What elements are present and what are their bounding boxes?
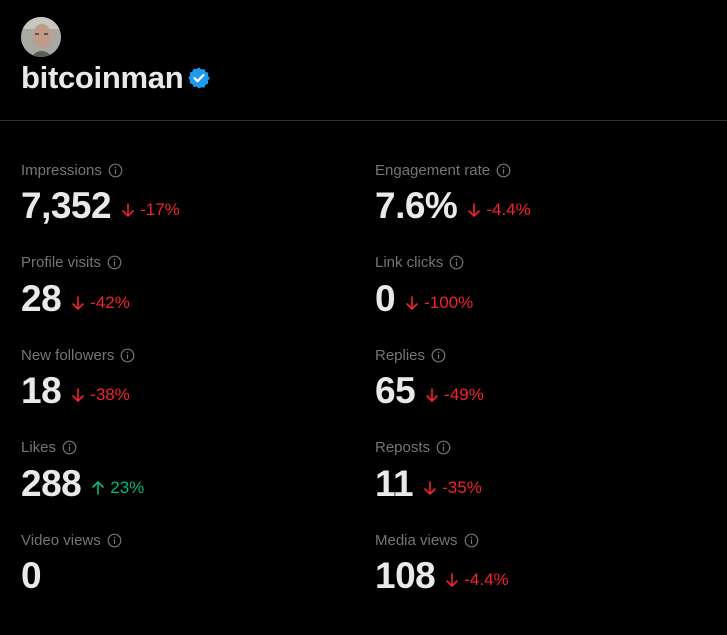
metric-label: Engagement rate <box>375 161 491 179</box>
metric-link-clicks: Link clicks 0 -100% <box>375 253 705 346</box>
metric-value: 7,352 <box>21 185 112 226</box>
arrow-down-icon <box>71 387 85 403</box>
metric-value-row: 0 -100% <box>375 278 705 320</box>
arrow-up-icon <box>91 480 105 496</box>
metric-value-row: 288 23% <box>21 463 351 505</box>
arrow-down-icon <box>467 202 481 218</box>
footer-cutoff-text <box>21 618 25 635</box>
metric-label: New followers <box>21 346 115 364</box>
info-icon[interactable] <box>464 533 479 548</box>
metric-value: 11 <box>375 462 414 504</box>
metric-label-row: Profile visits <box>21 253 351 273</box>
metric-label: Link clicks <box>375 254 444 271</box>
metric-media-views: Media views 108 -4.4% <box>375 530 705 623</box>
metrics-column-left: Impressions 7,352 -17% Profile visits 28 -42%… <box>21 160 351 623</box>
metric-change-value: -4.4% <box>486 200 531 219</box>
metric-change: 23% <box>91 478 144 498</box>
arrow-down-icon <box>71 295 85 311</box>
metric-value-row: 65 -49% <box>375 370 705 412</box>
metric-change-value: -42% <box>90 292 130 312</box>
metric-change: -100% <box>405 293 473 313</box>
info-icon[interactable] <box>449 255 464 270</box>
arrow-down-icon <box>445 572 459 588</box>
metric-change-value: -35% <box>442 477 482 497</box>
metric-change-value: -4.4% <box>464 570 509 589</box>
metric-value: 108 <box>375 555 436 596</box>
metric-label: Likes <box>21 439 57 456</box>
metric-value: 288 <box>21 462 82 504</box>
metric-change-value: -17% <box>140 200 180 219</box>
profile-header: bitcoinman <box>0 0 727 121</box>
metric-label: Reposts <box>375 439 431 456</box>
info-icon[interactable] <box>436 440 451 455</box>
arrow-down-icon <box>425 387 439 403</box>
metric-label: Media views <box>375 531 458 549</box>
metric-change-value: -38% <box>90 385 130 404</box>
avatar-image <box>21 17 61 57</box>
metric-replies: Replies 65 -49% <box>375 345 705 438</box>
metric-label: Impressions <box>21 161 102 179</box>
metric-value: 7.6% <box>375 185 458 226</box>
metric-label-row: Impressions <box>21 160 351 180</box>
metric-reposts: Reposts 11 -35% <box>375 438 705 531</box>
metric-value: 0 <box>21 555 42 596</box>
metric-value-row: 11 -35% <box>375 463 705 505</box>
metrics-column-right: Engagement rate 7.6% -4.4% Link clicks 0 -100… <box>375 160 705 623</box>
metric-value-row: 18 -38% <box>21 370 351 412</box>
metric-label: Profile visits <box>21 254 102 271</box>
metric-value-row: 108 -4.4% <box>375 555 705 597</box>
metric-value-row: 28 -42% <box>21 278 351 320</box>
metric-change-value: 23% <box>110 477 145 497</box>
avatar[interactable] <box>21 17 61 57</box>
metric-value-row: 0 <box>21 555 351 597</box>
metric-change: -49% <box>425 385 484 405</box>
metric-value: 28 <box>21 277 62 319</box>
metric-change: -42% <box>71 293 130 313</box>
metric-value: 65 <box>375 370 416 411</box>
metric-profile-visits: Profile visits 28 -42% <box>21 253 351 346</box>
info-icon[interactable] <box>62 440 77 455</box>
profile-name-row: bitcoinman <box>21 60 211 96</box>
metric-change: -38% <box>71 385 130 405</box>
metric-label-row: Engagement rate <box>375 160 705 180</box>
metric-label: Video views <box>21 531 101 549</box>
metric-change: -35% <box>423 478 482 498</box>
metric-value-row: 7,352 -17% <box>21 185 351 227</box>
info-icon[interactable] <box>496 163 511 178</box>
metric-label: Replies <box>375 346 426 364</box>
metric-change: -4.4% <box>467 200 531 220</box>
metric-change: -17% <box>121 200 180 220</box>
arrow-down-icon <box>423 480 437 496</box>
info-icon[interactable] <box>107 533 122 548</box>
arrow-down-icon <box>405 295 419 311</box>
info-icon[interactable] <box>431 348 446 363</box>
metric-label-row: Link clicks <box>375 253 705 273</box>
metric-label-row: Likes <box>21 438 351 458</box>
metric-engagement-rate: Engagement rate 7.6% -4.4% <box>375 160 705 253</box>
metric-label-row: Reposts <box>375 438 705 458</box>
metric-change: -4.4% <box>445 570 509 590</box>
info-icon[interactable] <box>107 255 122 270</box>
metric-value: 0 <box>375 277 396 319</box>
metric-video-views: Video views 0 <box>21 530 351 623</box>
metric-label-row: New followers <box>21 345 351 365</box>
metric-label-row: Video views <box>21 530 351 550</box>
metric-likes: Likes 288 23% <box>21 438 351 531</box>
metric-label-row: Media views <box>375 530 705 550</box>
verified-badge-icon <box>187 66 211 90</box>
metric-value: 18 <box>21 370 62 411</box>
info-icon[interactable] <box>108 163 123 178</box>
metric-value-row: 7.6% -4.4% <box>375 185 705 227</box>
metric-change-value: -49% <box>444 385 484 404</box>
metric-new-followers: New followers 18 -38% <box>21 345 351 438</box>
metric-label-row: Replies <box>375 345 705 365</box>
arrow-down-icon <box>121 202 135 218</box>
metric-impressions: Impressions 7,352 -17% <box>21 160 351 253</box>
username[interactable]: bitcoinman <box>21 60 184 95</box>
metric-change-value: -100% <box>424 292 474 312</box>
info-icon[interactable] <box>120 348 135 363</box>
